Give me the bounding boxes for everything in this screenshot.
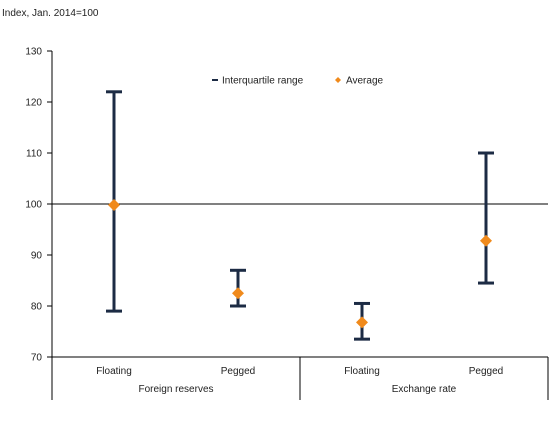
- y-tick-label: 130: [25, 47, 42, 58]
- x-category-label: Floating: [96, 366, 132, 377]
- legend: Interquartile range Average: [212, 76, 384, 87]
- legend-label-average: Average: [346, 76, 384, 87]
- y-tick-label: 100: [25, 200, 42, 211]
- axes: 70 80 90 100 110 120 130 Floating Pegged Foreign …: [25, 47, 549, 400]
- iqr-bar: [478, 151, 494, 285]
- y-tick-label: 110: [26, 149, 42, 160]
- x-category-label: Floating: [344, 366, 380, 377]
- y-tick-label: 120: [25, 98, 42, 109]
- average-point: [108, 199, 120, 212]
- unit-label: Index, Jan. 2014=100: [2, 8, 99, 19]
- average-point: [232, 287, 244, 300]
- x-group-label: Exchange rate: [392, 384, 457, 395]
- average-point: [356, 316, 368, 329]
- x-category-label: Pegged: [221, 366, 255, 377]
- x-category-label: Pegged: [469, 366, 503, 377]
- legend-label-iqr: Interquartile range: [222, 76, 304, 87]
- average-point: [480, 234, 492, 247]
- x-group-label: Foreign reserves: [138, 384, 213, 395]
- y-tick-label: 90: [31, 251, 43, 262]
- legend-swatch-average: [335, 77, 341, 83]
- marks: [106, 90, 494, 341]
- y-tick-label: 70: [31, 353, 43, 364]
- y-tick-label: 80: [31, 302, 43, 313]
